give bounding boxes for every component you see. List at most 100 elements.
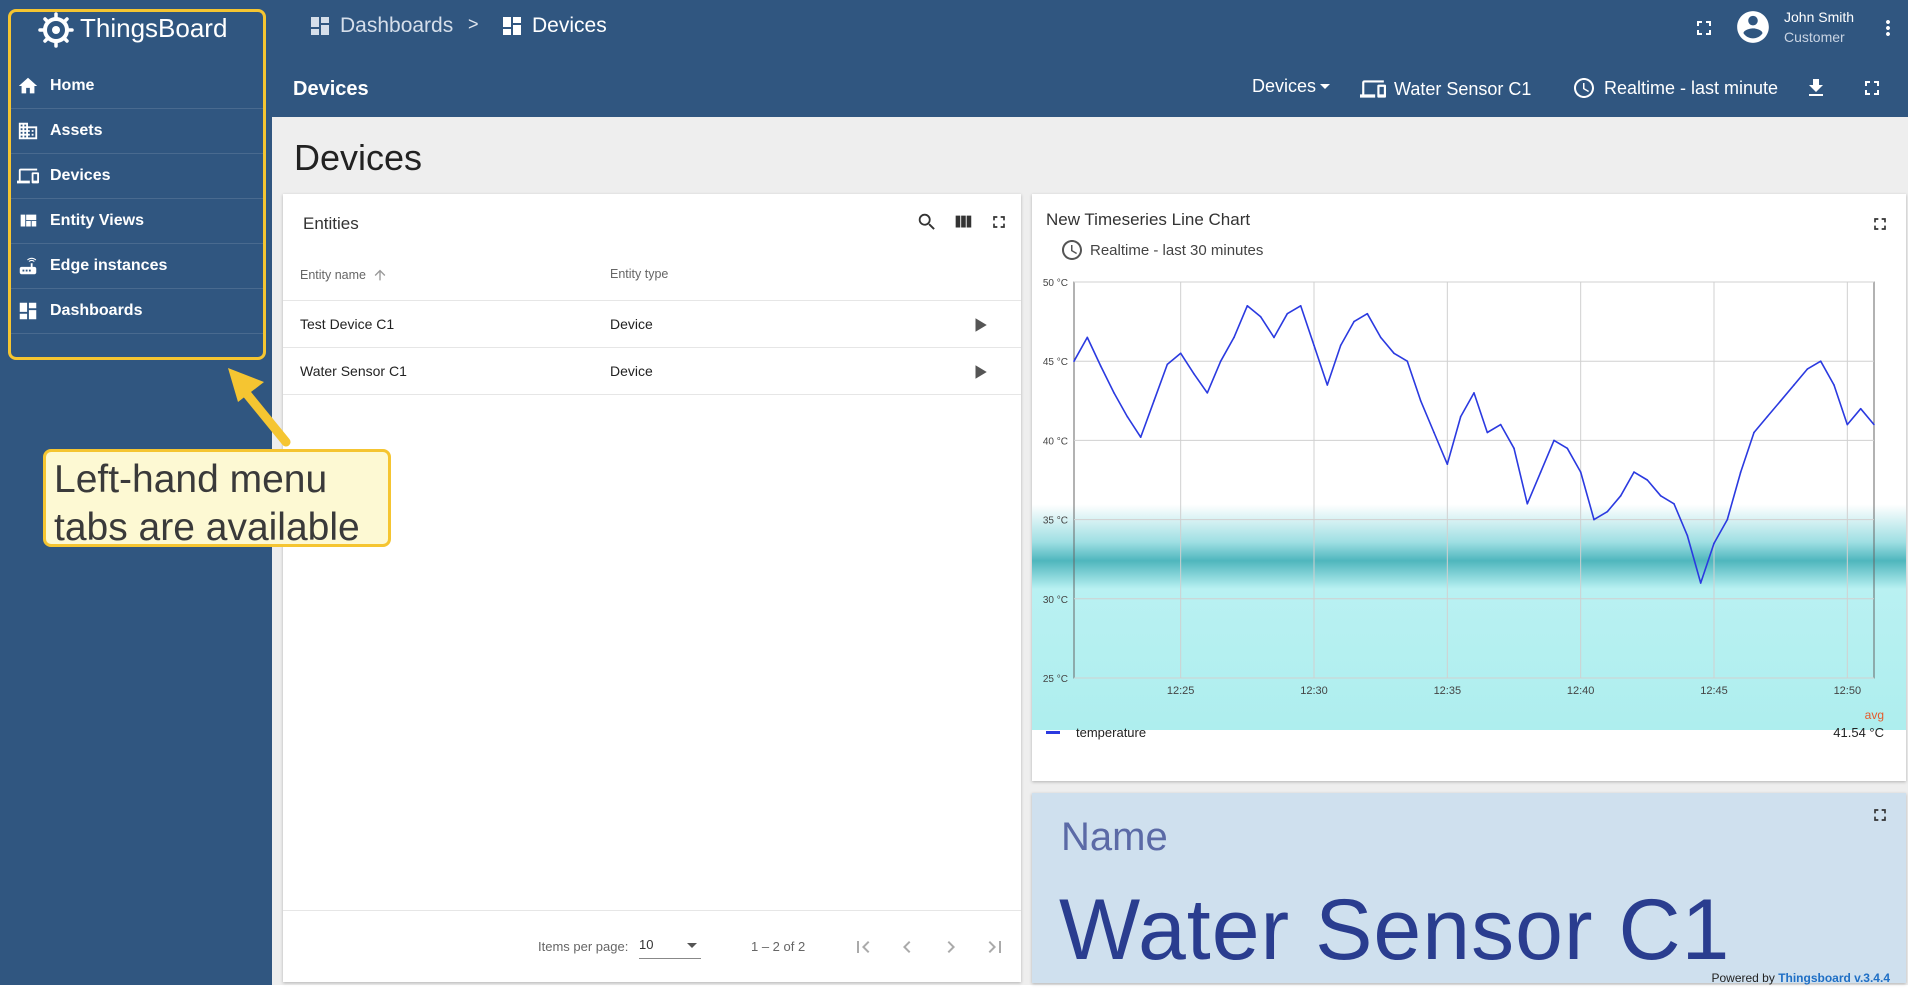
sidebar-item-label: Devices: [50, 167, 111, 184]
data-point: [1713, 542, 1715, 545]
cell-entity-type: Device: [610, 363, 653, 379]
breadcrumb-label: Devices: [532, 14, 607, 37]
fullscreen-icon: [1874, 809, 1886, 821]
search-icon: [918, 213, 935, 230]
x-tick-label: 12:40: [1567, 685, 1595, 697]
state-select[interactable]: Devices: [1252, 76, 1331, 97]
previous-page-button[interactable]: [895, 935, 919, 959]
user-avatar[interactable]: [1734, 8, 1772, 46]
sidebar-item-dashboards[interactable]: Dashboards: [8, 289, 266, 334]
x-axis-ticks: 12:25 12:30 12:35 12:40 12:45 12:50: [1167, 685, 1861, 697]
search-button[interactable]: [915, 210, 939, 234]
top-toolbar: Dashboards > Devices John Smith Customer: [272, 0, 1908, 56]
sidebar-item-devices[interactable]: Devices: [8, 154, 266, 199]
data-point: [1606, 510, 1609, 513]
data-point: [1633, 471, 1635, 473]
breadcrumb-dashboards[interactable]: Dashboards: [308, 14, 453, 38]
breadcrumb-label: Dashboards: [340, 14, 454, 37]
view-quilt-icon: [16, 209, 40, 233]
row-action-button[interactable]: [971, 363, 989, 381]
fullscreen-icon: [1874, 218, 1886, 230]
data-point: [1593, 518, 1595, 521]
data-point: [1473, 392, 1475, 394]
data-point: [1833, 384, 1835, 386]
dashboard-icon: [16, 299, 40, 323]
y-tick-label: 25 °C: [1043, 674, 1068, 685]
data-point: [1166, 363, 1169, 366]
chevron-right-icon: [947, 941, 955, 953]
user-info[interactable]: John Smith Customer: [1784, 7, 1854, 47]
widget-fullscreen-button[interactable]: [1870, 214, 1890, 234]
timewindow-button[interactable]: Realtime - last minute: [1572, 76, 1778, 100]
timeseries-chart-widget: 50 °C 45 °C 40 °C 35 °C 30 °C 25 °C 12:25 12:3…: [1032, 194, 1906, 781]
table-row[interactable]: Water Sensor C1 Device: [283, 348, 1021, 395]
data-point: [1073, 360, 1075, 362]
data-point: [1326, 384, 1329, 386]
table-row[interactable]: Test Device C1 Device: [283, 301, 1021, 348]
widget-title: Entities: [303, 214, 359, 233]
data-point: [1219, 360, 1222, 362]
columns-button[interactable]: [951, 210, 975, 234]
chart-timewindow-label: Realtime - last 30 minutes: [1090, 241, 1264, 259]
cell-entity-name: Test Device C1: [300, 316, 395, 332]
x-tick-label: 12:35: [1434, 685, 1462, 697]
breadcrumb-separator: >: [468, 14, 479, 34]
cell-entity-type: Device: [610, 316, 653, 332]
export-button[interactable]: [1804, 76, 1828, 100]
data-point: [1726, 518, 1729, 521]
state-select-value: Devices: [1252, 76, 1317, 96]
entities-table-widget: Entities Entity name Entity type Test De…: [283, 194, 1021, 982]
items-per-page-select[interactable]: 10: [639, 937, 701, 959]
dashboard-fullscreen-button[interactable]: [1860, 76, 1884, 100]
data-point: [1753, 431, 1755, 434]
fullscreen-icon: [1697, 21, 1711, 35]
last-page-button[interactable]: [983, 935, 1007, 959]
chart-timewindow: Realtime - last 30 minutes: [1060, 238, 1263, 262]
fullscreen-button[interactable]: [1692, 16, 1716, 40]
data-point: [1179, 352, 1182, 355]
devices-icon: [1360, 76, 1386, 102]
data-point: [1539, 471, 1542, 473]
data-point: [1419, 400, 1422, 402]
sidebar-item-label: Assets: [50, 122, 103, 139]
data-point: [1086, 336, 1089, 339]
next-page-button[interactable]: [939, 935, 963, 959]
column-header-entity-type[interactable]: Entity type: [610, 267, 669, 281]
data-point: [1193, 373, 1195, 375]
version-link[interactable]: Thingsboard v.3.4.4: [1778, 971, 1890, 985]
widget-fullscreen-button[interactable]: [987, 210, 1011, 234]
x-tick-label: 12:30: [1300, 685, 1328, 697]
data-point: [1619, 495, 1622, 497]
y-tick-label: 30 °C: [1043, 595, 1068, 606]
widget-fullscreen-button[interactable]: [1870, 805, 1890, 825]
sidebar-item-label: Entity Views: [50, 212, 144, 229]
sidebar-item-home[interactable]: Home: [8, 64, 266, 109]
sidebar-item-assets[interactable]: Assets: [8, 109, 266, 154]
y-tick-label: 45 °C: [1043, 357, 1068, 368]
chart-legend[interactable]: temperature: [1046, 725, 1146, 740]
annotation-arrow-icon: [228, 368, 291, 447]
dropdown-arrow-icon: [687, 943, 697, 948]
app-logo[interactable]: ThingsBoard: [36, 6, 227, 50]
sidebar-item-entity-views[interactable]: Entity Views: [8, 199, 266, 244]
x-tick-label: 12:45: [1700, 685, 1728, 697]
data-point: [1499, 423, 1502, 426]
data-point: [1259, 316, 1262, 318]
x-tick-label: 12:50: [1834, 685, 1862, 697]
data-point: [1433, 431, 1435, 434]
account-circle-icon: [1737, 11, 1769, 43]
sidebar-item-edge-instances[interactable]: Edge instances: [8, 244, 266, 289]
devices-icon: [16, 164, 40, 188]
y-tick-label: 35 °C: [1043, 516, 1068, 527]
legend-aggregate-label: avg: [1864, 708, 1884, 722]
annotation-callout: Left-hand menu tabs are available: [43, 449, 391, 549]
first-page-button[interactable]: [851, 935, 875, 959]
data-point: [1806, 368, 1809, 370]
column-header-entity-name[interactable]: Entity name: [300, 267, 388, 283]
router-icon: [16, 254, 40, 278]
data-point: [1659, 495, 1662, 497]
more-menu-button[interactable]: [1876, 16, 1900, 40]
callout-line: tabs are available: [54, 506, 360, 549]
row-action-button[interactable]: [971, 316, 989, 334]
entity-alias-select[interactable]: Water Sensor C1: [1360, 76, 1531, 102]
